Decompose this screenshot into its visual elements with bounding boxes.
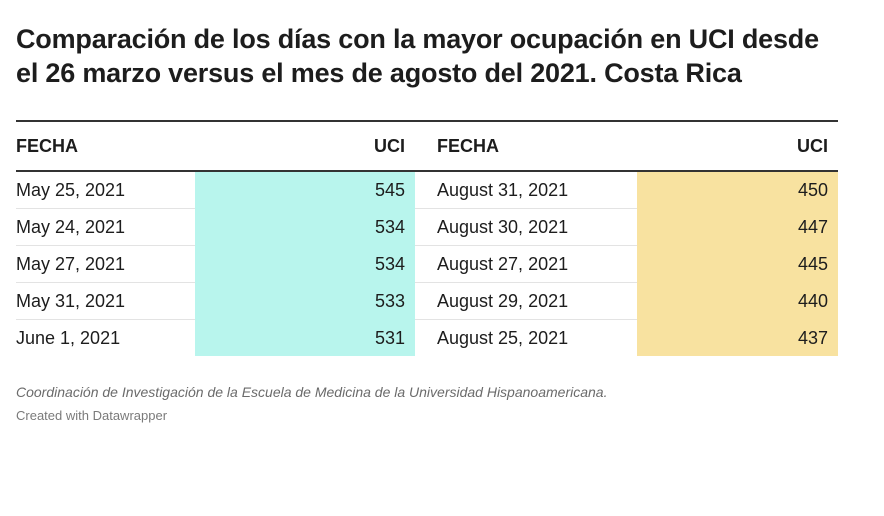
fecha-2-cell: August 27, 2021 — [437, 245, 637, 283]
uci-1-cell: 531 — [195, 319, 415, 356]
uci-1-cell: 534 — [195, 245, 415, 283]
uci-1-cell: 534 — [195, 208, 415, 246]
table-row: May 25, 2021 545 August 31, 2021 450 — [16, 171, 838, 209]
spacer-cell — [415, 245, 437, 283]
chart-container: Comparación de los días con la mayor ocu… — [16, 22, 838, 423]
fecha-1-cell: June 1, 2021 — [16, 327, 121, 348]
fecha-2-cell: August 31, 2021 — [437, 171, 637, 209]
column-header-fecha-1[interactable]: FECHA — [16, 122, 195, 172]
fecha-1-cell: May 31, 2021 — [16, 282, 195, 320]
fecha-2-cell: August 29, 2021 — [437, 282, 637, 320]
fecha-1-cell: May 27, 2021 — [16, 245, 195, 283]
column-header-fecha-2[interactable]: FECHA — [437, 122, 637, 172]
uci-1-cell: 533 — [195, 282, 415, 320]
fecha-2-cell: August 30, 2021 — [437, 208, 637, 246]
uci-2-cell: 445 — [637, 245, 838, 283]
uci-2-cell: 450 — [637, 171, 838, 209]
uci-2-cell: 440 — [637, 282, 838, 320]
header-row: FECHA UCI FECHA UCI — [16, 122, 838, 172]
datawrapper-credit-link[interactable]: Created with Datawrapper — [16, 408, 168, 423]
column-spacer — [415, 122, 437, 172]
table-body: May 25, 2021 545 August 31, 2021 450 May… — [16, 171, 838, 356]
table-row: June 1, 2021 531 August 25, 2021 437 — [16, 319, 838, 357]
spacer-cell — [415, 320, 437, 357]
table-row: May 27, 2021 534 August 27, 2021 445 — [16, 245, 838, 283]
column-header-uci-1[interactable]: UCI — [195, 122, 415, 172]
table-wrapper: FECHA UCI FECHA UCI May 25, 2021 545 Aug… — [16, 120, 838, 356]
spacer-cell — [415, 282, 437, 320]
uci-2-cell: 447 — [637, 208, 838, 246]
spacer-cell — [415, 208, 437, 246]
column-header-uci-2[interactable]: UCI — [637, 122, 838, 172]
table-row: May 24, 2021 534 August 30, 2021 447 — [16, 208, 838, 246]
uci-2-cell: 437 — [637, 319, 838, 356]
fecha-1-cell: May 24, 2021 — [16, 208, 195, 246]
chart-title: Comparación de los días con la mayor ocu… — [16, 24, 819, 88]
source-note: Coordinación de Investigación de la Escu… — [16, 384, 608, 400]
fecha-2-cell: August 25, 2021 — [437, 327, 569, 348]
fecha-1-cell: May 25, 2021 — [16, 171, 195, 209]
uci-1-cell: 545 — [195, 171, 415, 209]
data-table: FECHA UCI FECHA UCI May 25, 2021 545 Aug… — [16, 122, 838, 356]
table-row: May 31, 2021 533 August 29, 2021 440 — [16, 282, 838, 320]
spacer-cell — [415, 171, 437, 209]
